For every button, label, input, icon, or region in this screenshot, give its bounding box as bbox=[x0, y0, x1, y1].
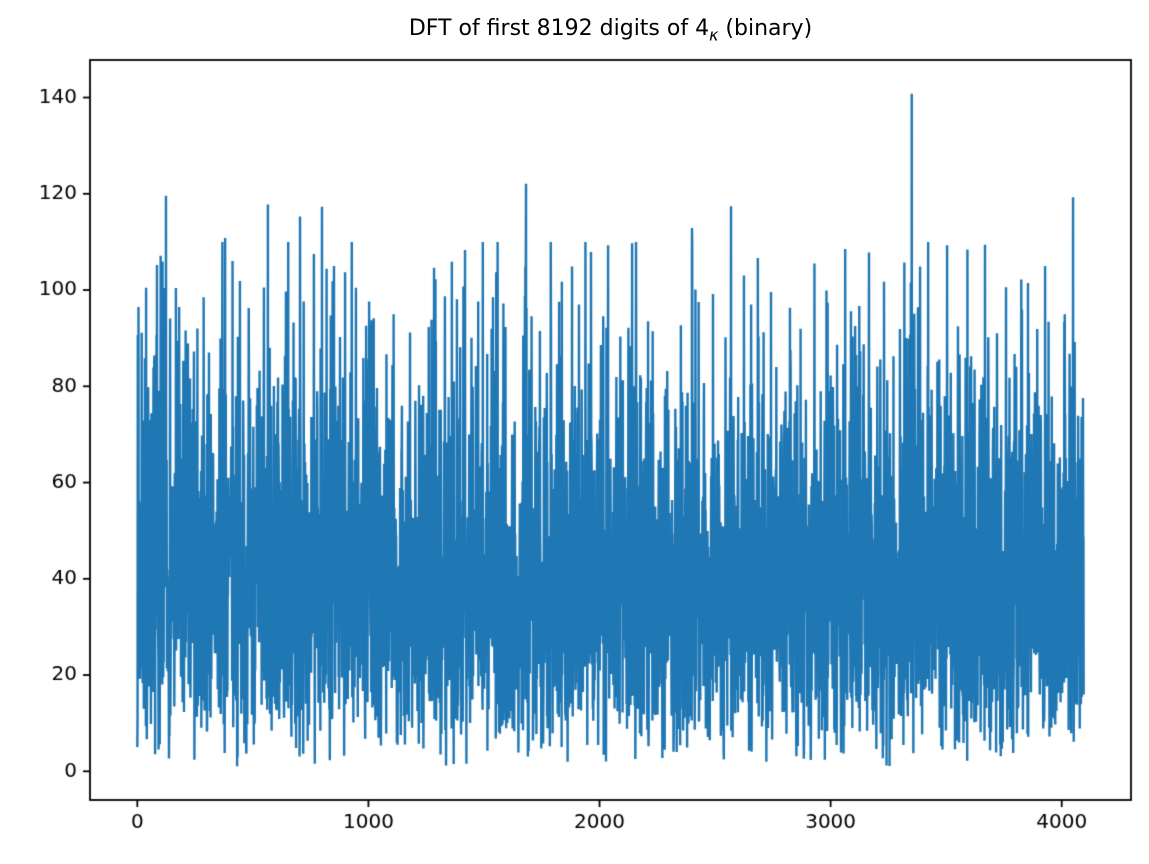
chart-title-suffix: (binary) bbox=[718, 16, 813, 41]
chart-title-subscript: κ bbox=[709, 25, 719, 45]
chart-title: DFT of first 8192 digits of 4κ (binary) bbox=[90, 16, 1131, 45]
chart-title-prefix: DFT of first 8192 digits of 4 bbox=[408, 16, 710, 41]
